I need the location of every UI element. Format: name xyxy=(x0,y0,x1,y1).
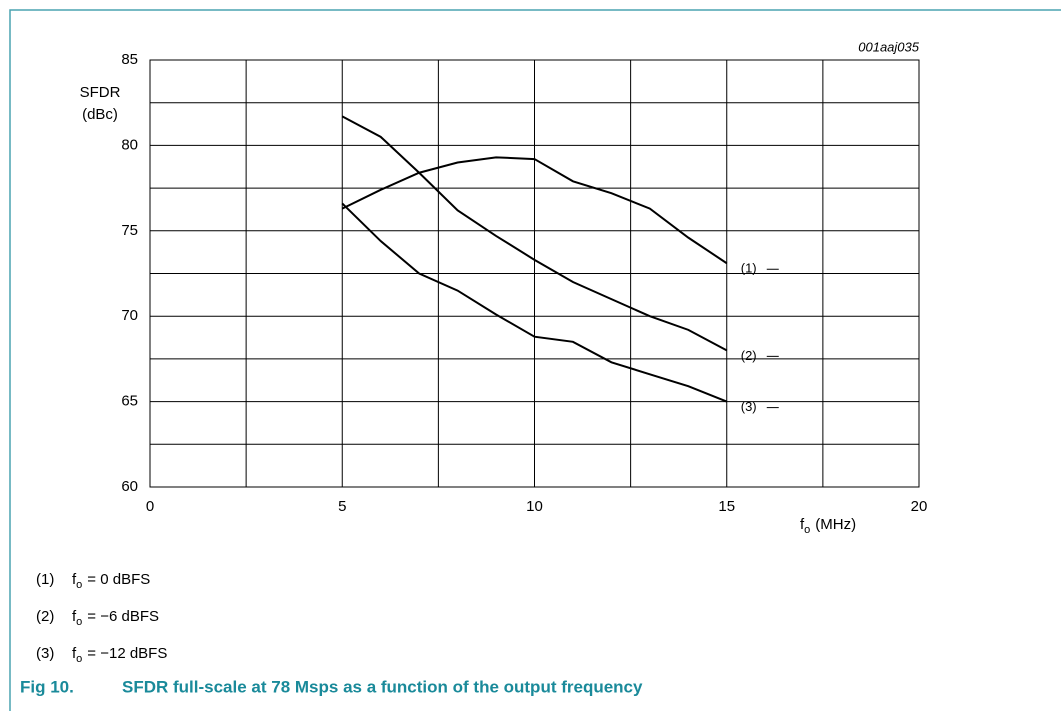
note-text: fo = −12 dBFS xyxy=(72,645,167,665)
series-label: (1) xyxy=(741,261,757,276)
x-tick-label: 0 xyxy=(146,498,154,515)
note-text: fo = −6 dBFS xyxy=(72,608,159,628)
frame xyxy=(9,9,1061,711)
series-line xyxy=(341,156,728,265)
x-axis-label: fo (MHz) xyxy=(800,516,856,536)
x-tick-label: 5 xyxy=(338,498,346,515)
y-axis-label: SFDR xyxy=(80,84,121,101)
x-tick-label: 10 xyxy=(526,498,543,515)
x-axis-unit: (MHz) xyxy=(815,516,856,533)
series-label: (3) xyxy=(741,399,757,414)
note-sub: o xyxy=(76,616,82,628)
y-tick-label: 80 xyxy=(121,136,138,153)
y-axis-label: (dBc) xyxy=(82,106,118,123)
caption-number: Fig 10. xyxy=(20,677,74,696)
x-tick-label: 20 xyxy=(911,498,928,515)
note-value: = −12 dBFS xyxy=(87,645,167,662)
series-line xyxy=(341,202,728,403)
figure-code: 001aaj035 xyxy=(858,39,919,54)
x-axis-symbol: f xyxy=(800,516,805,533)
x-axis-sub: o xyxy=(804,524,810,536)
y-tick-label: 60 xyxy=(121,478,138,495)
note-value: = 0 dBFS xyxy=(87,571,150,588)
series-label: (2) xyxy=(741,348,757,363)
y-tick-label: 75 xyxy=(121,222,138,239)
note-text: fo = 0 dBFS xyxy=(72,571,150,591)
note-symbol: f xyxy=(72,571,77,588)
note-sub: o xyxy=(76,579,82,591)
note-symbol: f xyxy=(72,608,77,625)
note-sub: o xyxy=(76,653,82,665)
x-tick-label: 15 xyxy=(718,498,735,515)
caption-text: SFDR full-scale at 78 Msps as a function… xyxy=(122,677,643,696)
note-marker: (1) xyxy=(36,571,54,588)
note-marker: (2) xyxy=(36,608,54,625)
series-line xyxy=(341,115,728,352)
y-tick-label: 70 xyxy=(121,307,138,324)
note-symbol: f xyxy=(72,645,77,662)
note-marker: (3) xyxy=(36,645,54,662)
note-value: = −6 dBFS xyxy=(87,608,159,625)
y-tick-label: 65 xyxy=(121,393,138,410)
y-tick-label: 85 xyxy=(121,51,138,68)
